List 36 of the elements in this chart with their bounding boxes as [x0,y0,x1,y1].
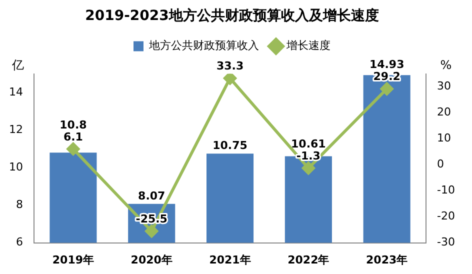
y-tick-label: 10 [8,160,23,174]
data-label: 10.8 [60,118,87,132]
point [302,162,315,175]
legend-label: 地方公共财政预算收入 [148,39,259,52]
chart-title: 2019-2023地方公共财政预算收入及增长速度 [85,7,379,24]
y2-axis-title: % [440,58,452,72]
data-label: -1.3 [296,150,320,163]
legend-label: 增长速度 [286,39,330,52]
point [145,224,158,238]
y-axis-title: 亿 [11,58,24,72]
data-label: 33.3 [216,60,244,73]
point [66,142,80,156]
y-tick-label: 14 [8,85,23,98]
data-label: -25.5 [136,212,168,226]
x-tick-label: 2020年 [130,253,172,266]
x-tick-label: 2019年 [52,253,94,266]
data-label: 8.07 [138,189,166,202]
x-tick-label: 2022年 [288,253,330,266]
y-tick-label: 8 [16,198,23,212]
data-label: 10.75 [212,138,248,152]
data-label: 14.93 [369,58,404,72]
y-tick-label: 6 [16,236,23,249]
y2-tick-label: 0 [437,158,444,171]
y-tick-label: 12 [8,122,23,136]
y2-tick-label: -30 [437,236,455,249]
data-label: 10.61 [291,138,326,151]
x-tick-label: 2023年 [366,253,408,266]
y2-tick-label: -20 [437,210,455,223]
y2-tick-label: 20 [437,106,452,119]
y2-tick-label: -10 [437,184,455,197]
point [380,82,394,96]
y2-tick-label: 10 [437,132,452,145]
data-label: 6.1 [63,130,83,144]
y2-tick-label: 30 [437,80,452,93]
x-tick-label: 2021年 [209,253,251,266]
point [224,74,237,85]
